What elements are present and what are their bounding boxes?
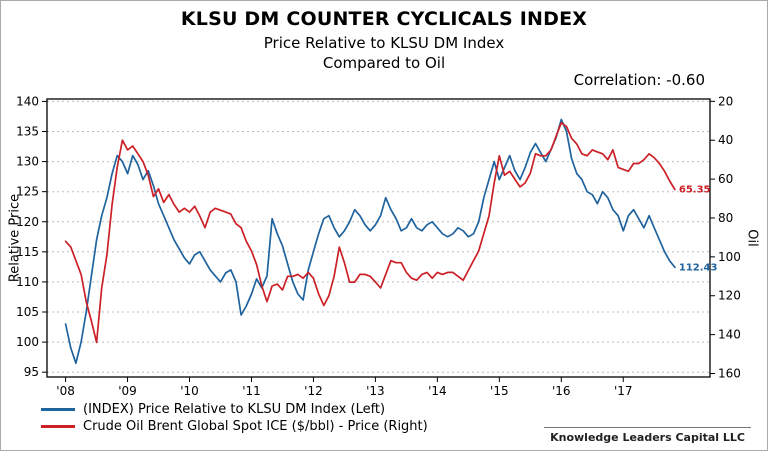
company-credit: Knowledge Leaders Capital LLC <box>544 427 751 444</box>
right-tick-label: 140 <box>718 328 741 342</box>
correlation-annotation: Correlation: -0.60 <box>573 71 705 89</box>
chart-title: KLSU DM COUNTER CYCLICALS INDEX <box>180 8 588 30</box>
right-tick-label: 160 <box>718 367 741 381</box>
plot-frame <box>46 98 711 378</box>
x-tick-label: '11 <box>242 384 261 398</box>
x-tick-label: '14 <box>428 384 447 398</box>
right-tick-label: 20 <box>718 94 733 108</box>
x-tick-label: '17 <box>614 384 633 398</box>
series-line-0 <box>64 118 676 365</box>
right-tick-label: 40 <box>718 133 733 147</box>
x-tick-label: '13 <box>366 384 385 398</box>
legend-line-sample-oil <box>41 425 75 428</box>
series-line-1 <box>64 121 676 344</box>
left-tick-label: 140 <box>16 94 39 108</box>
legend-label-oil: Crude Oil Brent Global Spot ICE ($/bbl) … <box>83 419 428 434</box>
x-tick-label: '16 <box>552 384 571 398</box>
left-tick-label: 130 <box>16 155 39 169</box>
right-tick-label: 120 <box>718 289 741 303</box>
left-tick-label: 115 <box>16 245 39 259</box>
left-tick-label: 95 <box>24 365 39 379</box>
legend: (INDEX) Price Relative to KLSU DM Index … <box>41 401 428 435</box>
right-tick-label: 100 <box>718 250 741 264</box>
right-tick-label: 60 <box>718 172 733 186</box>
left-tick-label: 125 <box>16 185 39 199</box>
legend-label-index: (INDEX) Price Relative to KLSU DM Index … <box>83 402 386 417</box>
x-tick-label: '10 <box>180 384 199 398</box>
chart-subtitle-line1: Price Relative to KLSU DM Index <box>263 34 505 52</box>
left-tick-label: 105 <box>16 305 39 319</box>
left-tick-label: 100 <box>16 335 39 349</box>
x-tick-label: '15 <box>490 384 509 398</box>
legend-line-sample-index <box>41 408 75 411</box>
series-end-label-1: 65.35 <box>679 184 711 195</box>
left-tick-label: 135 <box>16 124 39 138</box>
plot-area: 140 135 130 125 120 115 110 105 100 95 20 40 60 80 100… <box>16 94 741 398</box>
x-tick-label: '12 <box>304 384 323 398</box>
right-tick-label: 80 <box>718 211 733 225</box>
x-tick-label: '08 <box>56 384 75 398</box>
legend-item-oil: Crude Oil Brent Global Spot ICE ($/bbl) … <box>41 418 428 435</box>
legend-item-index: (INDEX) Price Relative to KLSU DM Index … <box>41 401 428 418</box>
series-end-label-0: 112.43 <box>679 262 718 273</box>
x-tick-label: '09 <box>118 384 137 398</box>
left-tick-label: 110 <box>16 275 39 289</box>
chart-subtitle-line2: Compared to Oil <box>322 54 446 72</box>
left-tick-label: 120 <box>16 215 39 229</box>
